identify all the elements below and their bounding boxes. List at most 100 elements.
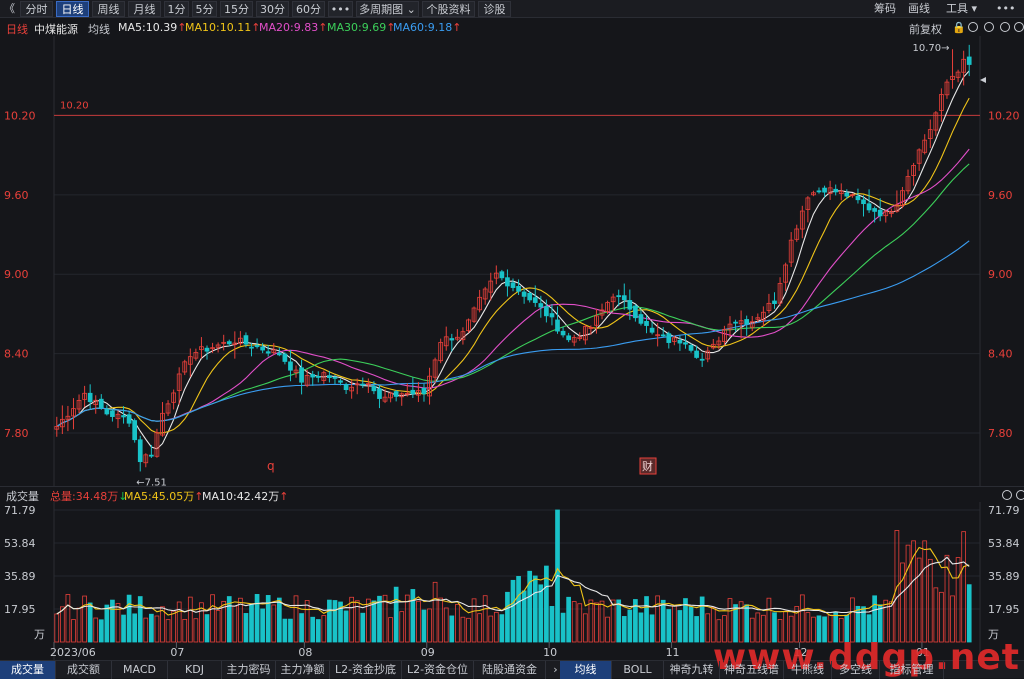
candle-body xyxy=(165,403,171,414)
volume-bar xyxy=(966,584,972,643)
indicator-tab-10[interactable]: 均线 xyxy=(560,661,612,679)
volume-bar xyxy=(599,600,605,643)
toolbar-button-2[interactable]: 周线 xyxy=(92,1,125,17)
volume-bar xyxy=(733,604,738,643)
candle xyxy=(382,389,388,404)
volume-bar xyxy=(499,614,505,643)
zoom-in-icon[interactable] xyxy=(984,22,994,32)
toolbar-button-10[interactable]: 多周期图 ⌄ xyxy=(356,1,419,17)
toolbar-button-1[interactable]: 日线 xyxy=(56,1,89,17)
ma-value: MA10:10.11 xyxy=(185,21,252,34)
candle-body xyxy=(544,306,549,317)
candle xyxy=(777,277,783,307)
indicator-tab-1[interactable]: 成交额 xyxy=(56,661,112,679)
adjust-label[interactable]: 前复权 xyxy=(909,23,942,36)
candle xyxy=(588,325,594,335)
candlestick-chart[interactable]: 10.20 10.20 9.60 9.60 9.00 9.00 8.40 8.40 7.80 7.… xyxy=(0,36,1024,486)
candle-body xyxy=(911,165,916,176)
candle xyxy=(455,329,460,342)
candle-body xyxy=(532,297,538,303)
lock-icon[interactable]: 🔒 xyxy=(952,21,966,34)
toolbar-button-7[interactable]: 30分 xyxy=(256,1,289,17)
toolbar-button-3[interactable]: 月线 xyxy=(128,1,161,17)
indicator-tab-12[interactable]: 神奇九转 xyxy=(664,661,720,679)
candle-body xyxy=(761,311,766,321)
candle xyxy=(877,198,883,222)
zoom-out-icon[interactable] xyxy=(1000,22,1010,32)
candle-body xyxy=(521,291,527,297)
candle-body xyxy=(927,129,933,139)
toolbar-right-0[interactable]: 筹码 xyxy=(874,2,896,15)
candle xyxy=(460,327,466,345)
indicator-tab-2[interactable]: MACD xyxy=(112,661,168,679)
indicator-tab-13[interactable]: 神奇五线谱 xyxy=(720,661,784,679)
toolbar-button-11[interactable]: 个股资料 xyxy=(422,1,475,17)
toolbar-button-0[interactable]: 分时 xyxy=(20,1,53,17)
candle xyxy=(866,189,872,213)
indicator-tab-14[interactable]: 牛熊线 xyxy=(784,661,832,679)
volume-bar xyxy=(560,612,566,643)
candle-body xyxy=(955,71,961,78)
candle-body xyxy=(916,149,922,164)
volume-bar xyxy=(282,618,288,643)
toolbar-right-1[interactable]: 画线 xyxy=(908,2,930,15)
candle xyxy=(171,389,176,410)
candle-body xyxy=(54,426,60,430)
indicator-tab-3[interactable]: KDJ xyxy=(168,661,222,679)
candle-body xyxy=(510,282,516,288)
volume-bar xyxy=(493,611,499,643)
event-box xyxy=(639,457,657,475)
volume-help-icon[interactable] xyxy=(1002,490,1012,500)
indicator-tab-5[interactable]: 主力净额 xyxy=(276,661,330,679)
more-icon[interactable]: ••• xyxy=(996,2,1016,15)
indicator-tab-4[interactable]: 主力密码 xyxy=(222,661,276,679)
candle-body xyxy=(677,339,683,344)
help-icon[interactable] xyxy=(968,22,978,32)
toolbar-button-5[interactable]: 5分 xyxy=(192,1,217,17)
indicator-tab-8[interactable]: 陆股通资金 xyxy=(474,661,546,679)
volume-bar xyxy=(794,606,800,643)
candle xyxy=(633,304,638,322)
toolbar-button-9[interactable]: ••• xyxy=(328,1,353,17)
volume-chart[interactable]: 71.79 71.79 53.84 53.84 35.89 35.89 17.95 17.95… xyxy=(0,502,1024,660)
candle xyxy=(716,336,722,350)
toolbar-button-6[interactable]: 15分 xyxy=(220,1,253,17)
toolbar-button-12[interactable]: 诊股 xyxy=(478,1,511,17)
candle xyxy=(343,382,349,395)
toolbar-button-8[interactable]: 60分 xyxy=(292,1,325,17)
indicator-tab-15[interactable]: 多空线 xyxy=(832,661,880,679)
toolbar-right-2[interactable]: 工具 ▾ xyxy=(946,2,978,15)
indicator-tab-7[interactable]: L2-资金仓位 xyxy=(402,661,474,679)
vol-ma-line-MA5 xyxy=(56,546,970,617)
candle-body xyxy=(282,353,288,362)
volume-bar xyxy=(59,606,65,643)
candle xyxy=(666,331,672,349)
candle-body xyxy=(254,345,260,348)
volume-bar xyxy=(226,596,232,643)
volume-bar xyxy=(110,599,115,643)
candle-body xyxy=(549,313,555,318)
watermark: www.ddgp.net xyxy=(712,637,1020,678)
indicator-tab-16[interactable]: 指标管理 xyxy=(880,661,944,679)
back-icon[interactable]: 《 xyxy=(4,2,15,15)
volume-bar xyxy=(838,617,844,643)
close-icon[interactable] xyxy=(1014,22,1024,32)
candle-body xyxy=(866,203,872,211)
candle xyxy=(532,285,538,307)
candle-body xyxy=(271,349,277,353)
candle-body xyxy=(783,264,788,283)
indicator-tab-11[interactable]: BOLL xyxy=(612,661,664,679)
ma-title[interactable]: 均线 xyxy=(88,23,110,36)
candle xyxy=(360,377,366,389)
candle-body xyxy=(176,373,182,391)
volume-bar xyxy=(299,613,304,643)
volume-bar xyxy=(410,589,416,643)
main-chart-header: 日线 中煤能源 均线 MA5:10.39↑ MA10:10.11↑ MA20:9.8… xyxy=(0,18,1024,36)
toolbar-button-4[interactable]: 1分 xyxy=(164,1,189,17)
ma-legend-1: MA10:10.11↑ xyxy=(185,21,260,34)
indicator-tab-0[interactable]: 成交量 xyxy=(0,661,56,679)
candle xyxy=(243,332,249,348)
candle xyxy=(199,337,204,359)
volume-close-icon[interactable] xyxy=(1016,490,1024,500)
indicator-tab-6[interactable]: L2-资金抄底 xyxy=(330,661,402,679)
